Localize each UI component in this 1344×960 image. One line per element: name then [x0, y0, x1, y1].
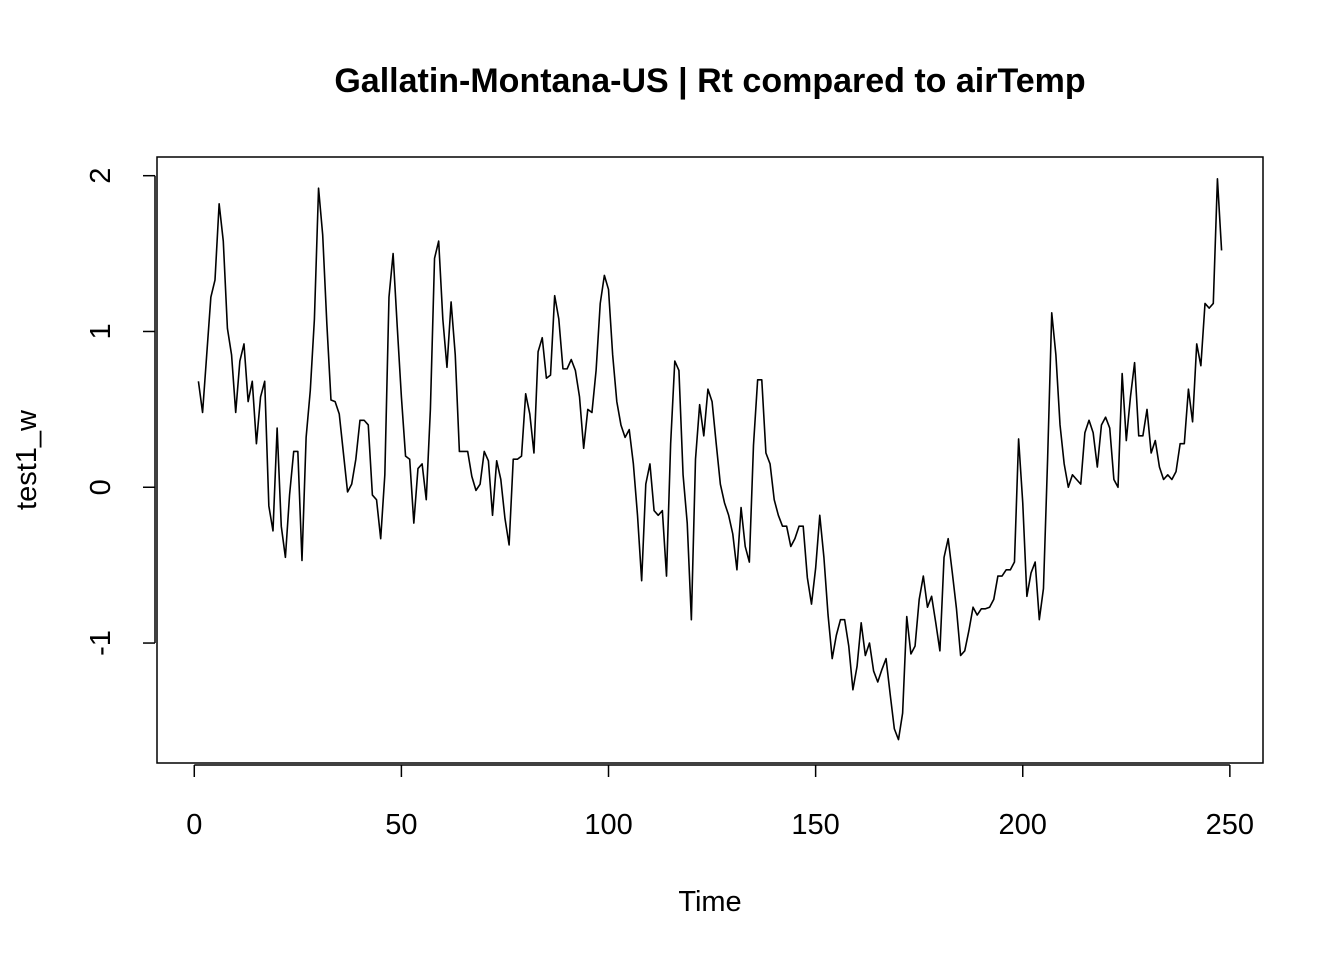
series-layer: [197, 178, 1223, 741]
x-tick-label: 200: [999, 809, 1047, 841]
y-tick-label: 0: [85, 479, 117, 495]
x-axis: 0 50 100 150 200 250: [186, 764, 1254, 841]
x-tick-label: 250: [1206, 809, 1254, 841]
x-axis-label: Time: [678, 886, 741, 918]
y-axis-label: test1_w: [11, 409, 43, 510]
y-tick-label: 1: [85, 323, 117, 339]
y-tick-label: 2: [85, 168, 117, 184]
y-axis: -1 0 1 2: [85, 168, 156, 656]
plot-frame: [156, 156, 1264, 764]
x-tick-label: 0: [186, 809, 202, 841]
series-line: [197, 178, 1223, 741]
x-tick-label: 100: [584, 809, 632, 841]
x-tick-label: 150: [791, 809, 839, 841]
y-tick-label: -1: [85, 630, 117, 656]
x-tick-label: 50: [385, 809, 417, 841]
chart-title: Gallatin-Montana-US | Rt compared to air…: [334, 62, 1085, 100]
